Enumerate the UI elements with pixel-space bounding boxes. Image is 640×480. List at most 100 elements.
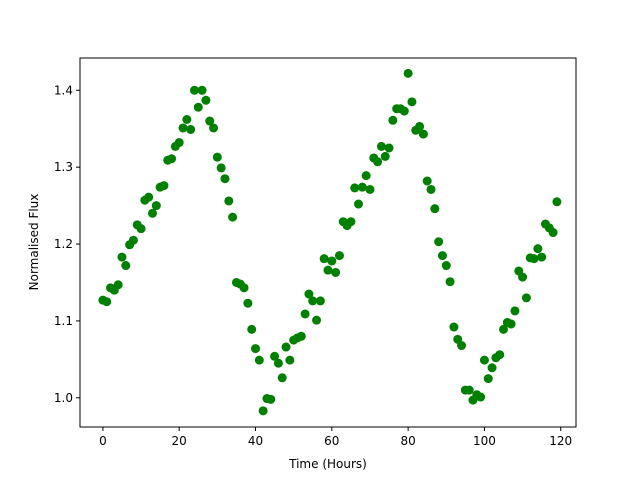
x-tick-label: 120 [549,434,572,448]
data-point [445,277,455,287]
y-tick-label: 1.2 [54,237,73,251]
data-point [189,85,199,95]
data-point [506,319,516,329]
data-point [365,184,375,194]
data-point [186,124,196,134]
data-point [499,324,509,334]
data-point [273,358,283,368]
data-point [529,254,539,264]
y-tick-label: 1.1 [54,314,73,328]
data-point [548,228,558,238]
x-axis-label: Time (Hours) [288,457,367,471]
y-tick-label: 1.3 [54,160,73,174]
data-point [334,251,344,261]
data-point [483,374,493,384]
data-point [331,267,341,277]
data-point [426,184,436,194]
data-point [315,296,325,306]
data-point [151,201,161,211]
data-point [399,106,409,116]
x-tick-label: 60 [324,434,339,448]
data-point [495,350,505,360]
data-point [117,252,127,262]
data-point [266,394,276,404]
data-point [228,212,238,222]
data-point [216,163,226,173]
data-point [251,344,261,354]
data-point [239,283,249,293]
data-point [159,181,169,191]
data-point [521,293,531,303]
data-point [212,152,222,162]
data-point [457,341,467,351]
data-point [415,121,425,131]
data-point [312,315,322,325]
data-point [464,385,474,395]
data-point [441,261,451,271]
data-point [304,289,314,299]
data-point [430,204,440,214]
data-point [376,141,386,151]
data-point [178,123,188,133]
x-tick-label: 20 [172,434,187,448]
data-point [346,217,356,227]
data-point [102,297,112,307]
data-point [296,331,306,341]
data-point [384,143,394,153]
data-point [277,373,287,383]
data-point [434,237,444,247]
x-axis-ticks: 0 20 40 60 80 100 120 [99,427,572,448]
data-point [182,115,192,124]
data-point [476,392,486,402]
data-point [357,182,367,192]
data-point [147,208,157,218]
data-point [128,235,138,245]
data-point [121,261,131,271]
data-point [308,296,318,306]
data-point [418,129,428,139]
data-point [350,183,360,193]
data-point [136,224,146,234]
data-point [243,298,253,308]
y-axis-label: Normalised Flux [27,194,41,291]
data-point [552,197,562,207]
x-tick-label: 40 [248,434,263,448]
data-point [201,95,211,105]
data-point [254,355,264,365]
y-tick-label: 1.0 [54,391,73,405]
data-point [193,102,203,112]
data-point [258,406,268,416]
data-point [510,306,520,316]
plot-frame [79,57,577,428]
data-point [388,115,398,125]
data-point [281,342,291,352]
y-axis-ticks: 1.0 1.1 1.2 1.3 1.4 [54,83,80,405]
data-point [167,154,177,164]
data-point [354,199,364,209]
data-point [285,355,295,365]
data-point [537,252,547,262]
x-tick-label: 100 [473,434,496,448]
data-point [144,192,154,202]
data-point [373,157,383,167]
data-point [209,123,219,133]
data-point [533,244,543,254]
data-point [487,363,497,373]
data-point [174,138,184,148]
data-point [197,85,207,95]
x-tick-label: 0 [99,434,107,448]
x-tick-label: 80 [400,434,415,448]
data-point [380,151,390,161]
data-point [327,256,337,266]
data-point [319,254,329,264]
data-point [449,322,459,332]
data-point [422,176,432,186]
data-point [113,280,123,290]
data-point [224,196,234,206]
y-tick-label: 1.4 [54,83,73,97]
data-point [361,171,371,181]
data-point [518,272,528,282]
data-point [323,265,333,275]
data-point [220,174,230,184]
